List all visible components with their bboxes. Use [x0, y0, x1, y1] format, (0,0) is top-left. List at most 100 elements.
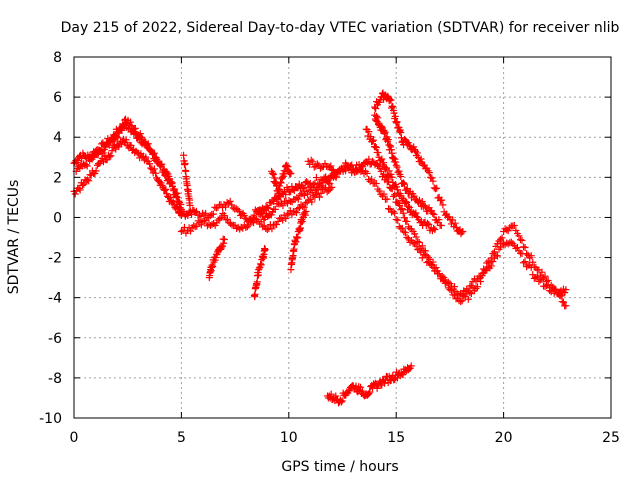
data-point — [294, 205, 302, 213]
data-point — [381, 379, 389, 387]
data-point — [440, 273, 448, 281]
data-point — [381, 128, 389, 136]
data-point — [365, 155, 373, 163]
data-point — [520, 259, 528, 267]
series-arc-5 — [177, 183, 336, 237]
data-layer — [70, 89, 570, 407]
data-point — [395, 223, 403, 231]
data-point — [259, 223, 267, 231]
series-arc-12 — [205, 235, 228, 282]
data-point — [257, 218, 265, 226]
data-point — [327, 390, 335, 398]
data-point — [279, 202, 287, 210]
x-tick-label: 0 — [70, 430, 79, 446]
data-point — [166, 193, 174, 201]
data-point — [425, 169, 433, 177]
data-point — [294, 233, 302, 241]
data-point — [493, 252, 501, 260]
data-point — [136, 130, 144, 138]
data-point — [161, 186, 169, 194]
data-point — [385, 167, 393, 175]
data-point — [149, 150, 157, 158]
data-point — [386, 95, 394, 103]
y-tick-label: 0 — [53, 210, 62, 226]
data-point — [372, 144, 380, 152]
data-point — [152, 169, 160, 177]
data-point — [380, 159, 388, 167]
data-point — [280, 167, 288, 175]
data-point — [257, 261, 265, 269]
data-point — [387, 96, 395, 104]
data-point — [397, 173, 405, 181]
x-axis-label: GPS time / hours — [281, 459, 398, 475]
data-point — [439, 201, 447, 209]
data-point — [338, 397, 346, 405]
data-point — [533, 273, 541, 281]
data-point — [326, 172, 334, 180]
data-point — [509, 240, 517, 248]
data-point — [437, 221, 445, 229]
data-point — [150, 165, 158, 173]
data-point — [400, 228, 408, 236]
data-point — [286, 207, 294, 215]
data-point — [309, 158, 317, 166]
data-point — [518, 236, 526, 244]
data-point — [391, 112, 399, 120]
data-point — [372, 105, 380, 113]
data-point — [405, 141, 413, 149]
data-point — [122, 136, 130, 144]
data-point — [423, 259, 431, 267]
data-point — [220, 236, 228, 244]
data-point — [446, 286, 454, 294]
data-point — [363, 169, 371, 177]
data-point — [202, 209, 210, 217]
data-point — [541, 283, 549, 291]
data-point — [160, 168, 168, 176]
data-point — [106, 153, 114, 161]
y-tick-label: 6 — [53, 90, 62, 106]
data-point — [327, 162, 335, 170]
data-point — [392, 215, 400, 223]
data-point — [435, 216, 443, 224]
data-point — [315, 193, 323, 201]
data-point — [83, 162, 91, 170]
data-point — [458, 297, 466, 305]
data-point — [403, 234, 411, 241]
data-point — [412, 242, 420, 250]
data-point — [389, 103, 397, 111]
data-point — [328, 183, 336, 191]
data-point — [393, 118, 401, 126]
data-point — [109, 137, 117, 145]
data-point — [432, 264, 440, 272]
data-point — [380, 190, 388, 198]
data-point — [521, 258, 529, 266]
data-point — [430, 211, 438, 219]
data-point — [403, 217, 411, 225]
y-tick-label: 2 — [53, 170, 62, 186]
data-point — [307, 156, 315, 164]
data-point — [209, 263, 217, 271]
data-point — [85, 177, 93, 185]
y-tick-label: -10 — [39, 411, 62, 427]
data-point — [253, 215, 261, 223]
data-point — [309, 192, 317, 200]
data-point — [417, 155, 425, 163]
data-point — [240, 211, 248, 219]
data-point — [216, 215, 224, 223]
data-point — [250, 211, 258, 219]
data-point — [390, 109, 398, 117]
data-point — [152, 154, 160, 162]
data-point — [102, 143, 110, 151]
data-point — [332, 172, 340, 180]
y-axis-label: SDTVAR / TECUs — [6, 180, 22, 295]
data-point — [300, 191, 308, 199]
data-point — [131, 124, 139, 132]
data-point — [552, 285, 560, 293]
data-point — [157, 160, 165, 168]
data-point — [281, 187, 289, 195]
data-point — [373, 384, 381, 392]
data-point — [287, 169, 295, 177]
data-point — [312, 174, 320, 182]
